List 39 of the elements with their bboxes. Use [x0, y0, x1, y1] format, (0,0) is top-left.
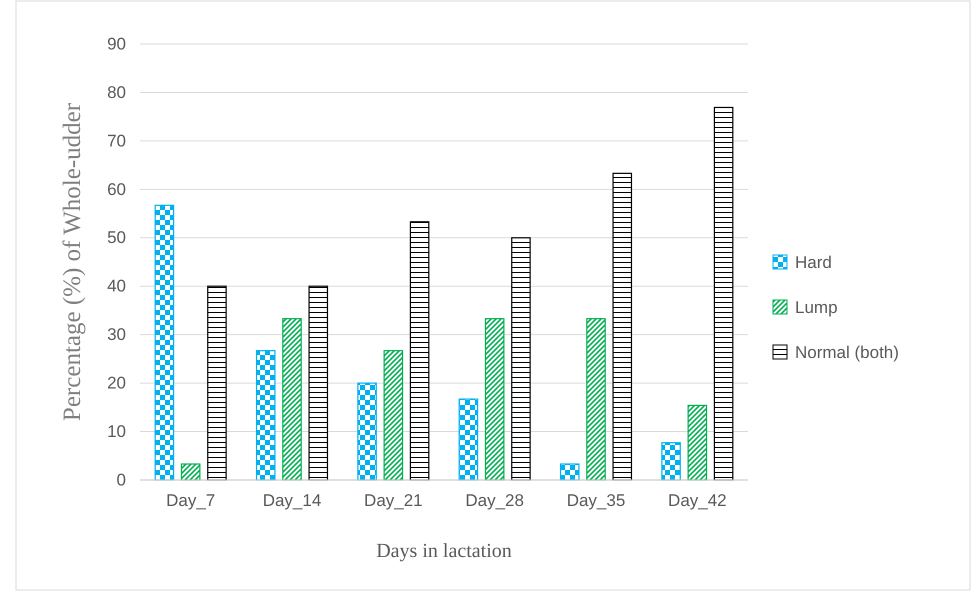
x-tick-label: Day_14 — [262, 491, 322, 510]
legend-label: Normal (both) — [795, 343, 899, 362]
bar — [612, 172, 632, 481]
y-tick-label: 30 — [107, 325, 126, 344]
y-tick-label: 10 — [107, 422, 126, 441]
bar — [256, 350, 276, 481]
bar — [560, 463, 580, 481]
bar — [586, 318, 606, 481]
bar — [357, 382, 377, 481]
x-tick-label: Day_28 — [465, 491, 524, 510]
x-axis-title: Days in lactation — [376, 540, 512, 562]
y-tick-label: 40 — [107, 276, 126, 296]
bar — [207, 286, 227, 481]
bar — [661, 442, 681, 481]
y-axis-title: Percentage (%) of Whole-udder — [59, 102, 86, 422]
bar — [154, 204, 174, 481]
bar — [511, 237, 531, 481]
bar — [384, 350, 404, 481]
bar — [484, 318, 504, 481]
bar — [308, 286, 328, 481]
legend-label: Hard — [795, 253, 832, 272]
y-tick-label: 60 — [107, 180, 126, 199]
bar — [688, 404, 708, 481]
bar — [410, 221, 430, 481]
bar — [714, 106, 734, 481]
y-tick-label: 50 — [107, 228, 126, 248]
y-tick-label: 90 — [107, 34, 126, 54]
x-tick-label: Day_7 — [166, 491, 216, 510]
y-tick-label: 0 — [116, 470, 126, 490]
x-tick-label: Day_35 — [566, 491, 626, 510]
legend-label: Lump — [795, 298, 838, 317]
y-tick-label: 70 — [107, 131, 126, 150]
bar — [458, 398, 478, 481]
bar — [180, 463, 200, 481]
x-tick-label: Day_42 — [668, 491, 727, 510]
x-tick-label: Day_21 — [364, 491, 423, 510]
y-tick-label: 20 — [107, 374, 126, 393]
bar — [282, 318, 302, 481]
y-tick-label: 80 — [107, 82, 126, 102]
